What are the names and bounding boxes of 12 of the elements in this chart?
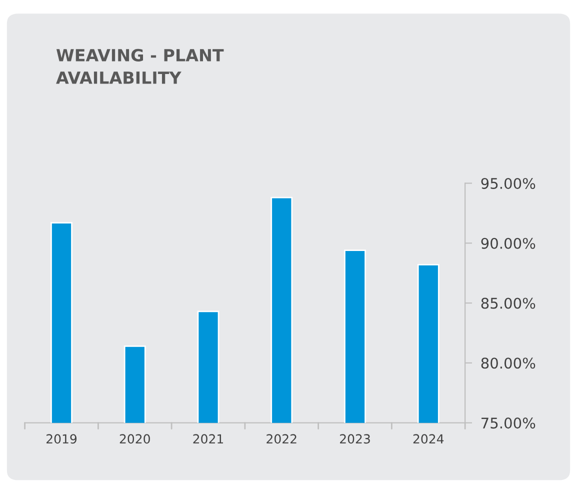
x-tick-label: 2020 xyxy=(120,434,150,444)
y-tick-label: 80.00% xyxy=(481,358,536,369)
x-tick-label: 2019 xyxy=(46,434,77,444)
x-tick-label: 2023 xyxy=(340,434,370,444)
y-tick-label: 85.00% xyxy=(481,298,536,309)
y-tick-label: 95.00% xyxy=(481,178,536,189)
x-tick-label: 2021 xyxy=(193,434,223,444)
x-tick-label: 2022 xyxy=(266,434,296,444)
x-tick-label: 2024 xyxy=(413,434,444,444)
y-tick-label: 75.00% xyxy=(482,418,536,429)
y-tick-label: 90.00% xyxy=(481,238,536,249)
chart-title: WEAVING - PLANT AVAILABILITY xyxy=(56,48,224,84)
